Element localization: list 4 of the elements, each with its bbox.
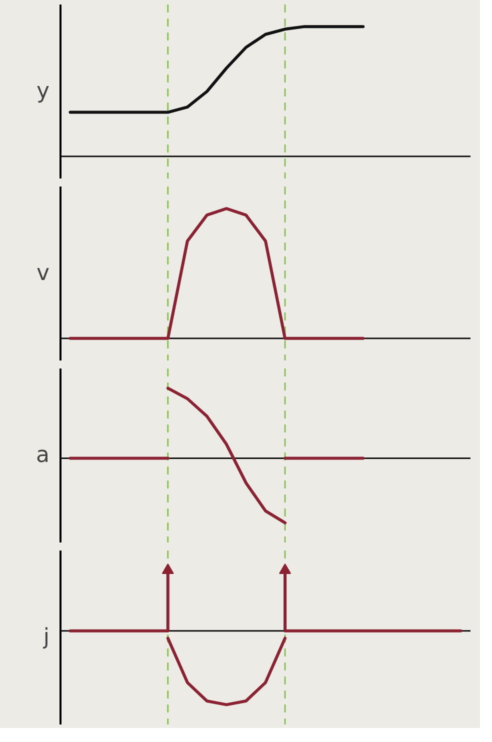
y-axis-title: j [42,625,50,650]
y-axis-title: a [36,443,50,468]
y-axis-title: y [36,79,50,104]
y-axis-title: v [36,261,50,286]
